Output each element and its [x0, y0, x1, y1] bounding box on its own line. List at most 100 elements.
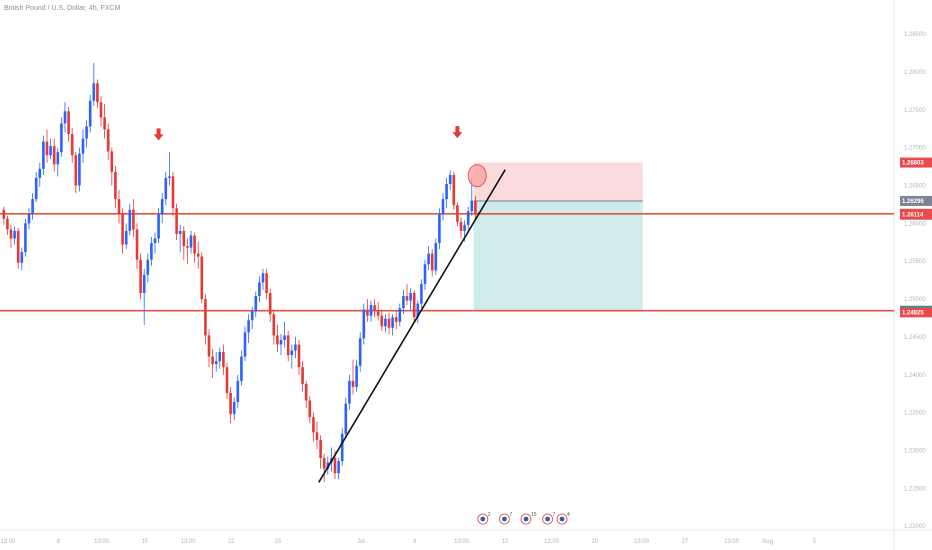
candle-body	[60, 123, 63, 153]
highlight-circle[interactable]	[467, 164, 487, 188]
candle-body	[193, 235, 196, 254]
x-tick-label: Jul	[357, 539, 365, 545]
candle-body	[243, 332, 247, 357]
candle-body	[85, 126, 88, 139]
candle-body	[70, 134, 74, 156]
price-tag	[900, 307, 932, 318]
candle-body	[358, 338, 362, 366]
candle-body	[351, 380, 355, 387]
candle-body	[171, 176, 175, 209]
candle-body	[31, 199, 34, 215]
event-count: 4	[567, 512, 570, 518]
candle-body	[423, 264, 427, 284]
candle-body	[114, 171, 117, 200]
y-tick-label: 1.22000	[904, 524, 926, 530]
x-tick-label: 13	[501, 539, 508, 545]
candle-body	[272, 314, 276, 336]
y-tick-label: 1.28500	[904, 32, 926, 38]
candle-body	[315, 432, 319, 440]
candle-body	[294, 344, 297, 351]
stop-loss-zone[interactable]	[473, 162, 643, 201]
candle-body	[337, 461, 340, 474]
candle-body	[283, 335, 286, 340]
candle-body	[132, 209, 135, 230]
candle-body	[96, 83, 99, 103]
x-tick-label: 13:00	[454, 539, 470, 545]
candle-body	[88, 100, 92, 127]
candle-body	[286, 335, 290, 356]
trendline[interactable]	[318, 169, 506, 483]
candle-body	[196, 253, 200, 257]
candle-body	[186, 246, 189, 248]
candle-body	[384, 318, 387, 327]
candle-body	[456, 205, 459, 222]
candle-body	[121, 214, 124, 245]
candle-body	[319, 439, 322, 459]
candle-body	[308, 400, 312, 418]
candle-body	[42, 141, 45, 169]
price-tag-label: 1.26114	[902, 213, 924, 219]
candle-body	[261, 273, 265, 283]
candle-body	[110, 151, 114, 172]
take-profit-zone[interactable]	[473, 200, 643, 311]
candle-body	[304, 383, 308, 401]
price-tag	[900, 195, 932, 206]
candle-body	[229, 392, 232, 415]
x-tick-label: 13:00	[544, 539, 560, 545]
candle-body	[207, 335, 211, 357]
candle-body	[2, 209, 6, 219]
candle-body	[92, 83, 96, 101]
price-tag	[900, 157, 932, 168]
candle-body	[398, 308, 402, 322]
y-tick-label: 1.24500	[904, 335, 926, 341]
candle-body	[222, 352, 225, 368]
candle-body	[236, 380, 240, 403]
y-tick-label: 1.28000	[904, 70, 926, 76]
y-tick-label: 1.26500	[904, 184, 926, 190]
candle-body	[214, 361, 218, 365]
candle-body	[441, 199, 445, 215]
candle-body	[16, 230, 20, 263]
candle-body	[164, 177, 168, 200]
candle-body	[168, 176, 171, 178]
x-tick-label: 13:00	[724, 539, 740, 545]
candle-body	[362, 309, 366, 339]
candle-body	[420, 283, 423, 304]
candle-body	[225, 367, 229, 393]
candle-body	[74, 155, 78, 186]
candle-body	[380, 315, 384, 327]
down-arrow-icon[interactable]	[452, 126, 463, 139]
candle-body	[45, 141, 49, 156]
candle-body	[200, 256, 204, 300]
candle-body	[178, 230, 182, 234]
candle-body	[139, 259, 142, 294]
candle-body	[301, 367, 304, 384]
candle-body	[124, 230, 128, 245]
candle-body	[49, 146, 52, 156]
candle-body	[355, 365, 358, 387]
x-tick-label: 13:00	[0, 539, 16, 545]
candle-body	[150, 243, 153, 260]
x-tick-label: Aug	[762, 539, 773, 545]
down-arrow-icon[interactable]	[153, 128, 164, 141]
x-tick-label: 25	[275, 539, 282, 545]
price-tag	[900, 209, 932, 220]
candle-body	[452, 174, 456, 206]
candle-body	[240, 356, 243, 381]
y-tick-label: 1.25000	[904, 297, 926, 303]
candle-body	[474, 200, 477, 214]
candle-body	[128, 209, 132, 231]
candle-body	[103, 117, 106, 130]
candle-body	[322, 458, 326, 469]
candle-body	[427, 253, 430, 265]
candle-body	[348, 380, 351, 404]
flag-icon-center	[523, 516, 529, 522]
y-tick-label: 1.26000	[904, 221, 926, 227]
y-tick-label: 1.23000	[904, 449, 926, 455]
candle-body	[175, 208, 178, 234]
candle-body	[445, 183, 448, 200]
candle-body	[438, 214, 441, 244]
y-tick-label: 1.24000	[904, 373, 926, 379]
